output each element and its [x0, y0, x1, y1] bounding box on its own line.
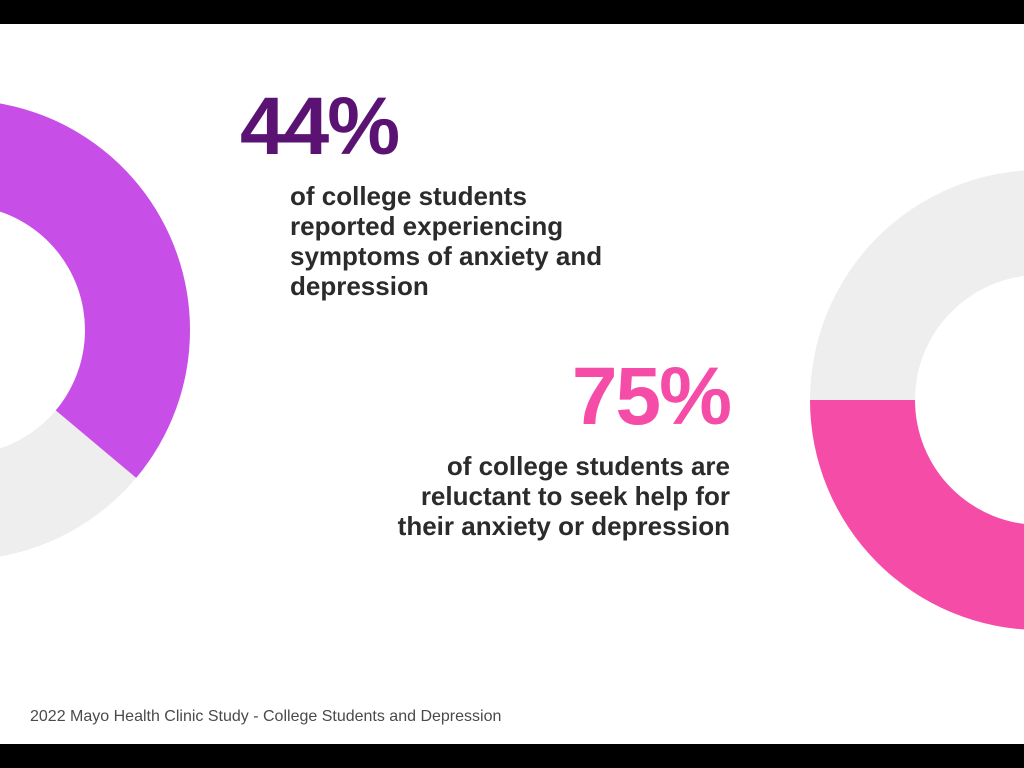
stat2-block: 75% of college students are reluctant to…	[390, 350, 730, 542]
stat2-value: 75%	[390, 350, 730, 444]
stat1-value: 44%	[240, 80, 630, 174]
donut-chart-reluctant-help	[809, 169, 1024, 631]
stat2-description: of college students are reluctant to see…	[390, 452, 730, 542]
footer-citation: 2022 Mayo Health Clinic Study - College …	[30, 708, 501, 726]
stat1-block: 44% of college students reported experie…	[240, 80, 630, 302]
stat1-description: of college students reported experiencin…	[290, 182, 630, 302]
top-letterbox-bar	[0, 0, 1024, 24]
donut-chart-anxiety-symptoms	[0, 99, 191, 561]
bottom-letterbox-bar	[0, 744, 1024, 768]
